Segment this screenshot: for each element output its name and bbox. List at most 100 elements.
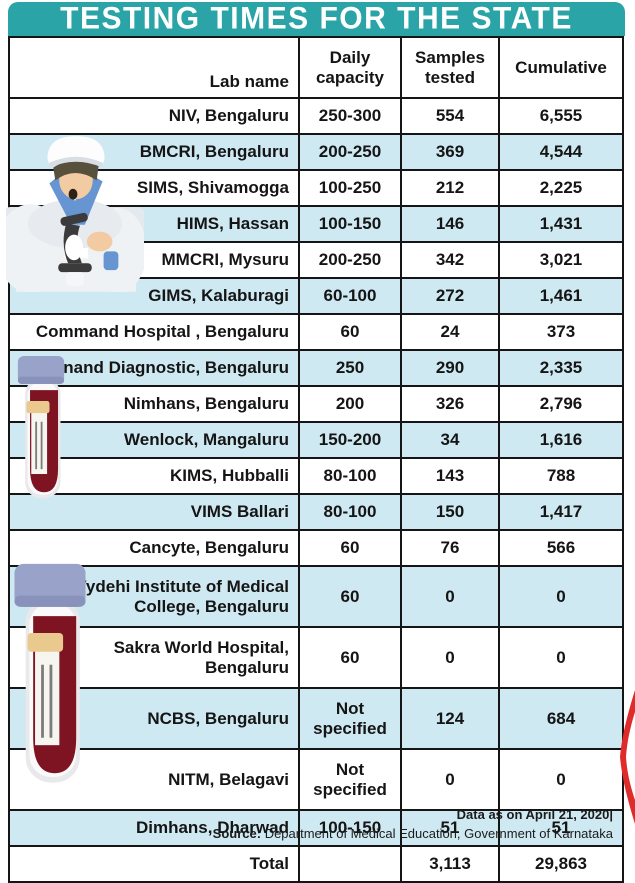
cumulative-cell: 1,417: [498, 493, 624, 531]
cumulative-cell: 1,461: [498, 277, 624, 315]
lab-cell: SIMS, Shivamogga: [8, 169, 300, 207]
tested-cell: 143: [400, 457, 500, 495]
table-row: KIMS, Hubballi 80-100 143 788: [8, 457, 624, 495]
lab-cell: Wenlock, Mangaluru: [8, 421, 300, 459]
cumulative-cell: 566: [498, 529, 624, 567]
capacity-cell: 60: [298, 626, 402, 689]
tested-cell: 369: [400, 133, 500, 171]
capacity-cell: 60-100: [298, 277, 402, 315]
tested-cell: 290: [400, 349, 500, 387]
capacity-cell: Not specified: [298, 748, 402, 811]
column-header-cumulative: Cumulative: [498, 36, 624, 99]
table-row: NIV, Bengaluru 250-300 554 6,555: [8, 97, 624, 135]
capacity-cell: 250: [298, 349, 402, 387]
lab-cell: NITM, Belagavi: [8, 748, 300, 811]
capacity-cell: Not specified: [298, 687, 402, 750]
capacity-cell: [298, 845, 402, 883]
cumulative-cell: 4,544: [498, 133, 624, 171]
table-row: NITM, Belagavi Not specified 0 0: [8, 748, 624, 811]
capacity-cell: 200-250: [298, 241, 402, 279]
lab-cell: MMCRI, Mysuru: [8, 241, 300, 279]
tested-cell: 0: [400, 565, 500, 628]
cumulative-cell: 3,021: [498, 241, 624, 279]
lab-cell: NCBS, Bengaluru: [8, 687, 300, 750]
column-header-daily-capacity: Daily capacity: [298, 36, 402, 99]
tested-cell: 124: [400, 687, 500, 750]
cumulative-cell: 0: [498, 748, 624, 811]
lab-cell: KIMS, Hubballi: [8, 457, 300, 495]
tested-cell: 146: [400, 205, 500, 243]
table-row: MMCRI, Mysuru 200-250 342 3,021: [8, 241, 624, 279]
capacity-cell: 60: [298, 565, 402, 628]
lab-cell: VIMS Ballari: [8, 493, 300, 531]
capacity-cell: 100-150: [298, 205, 402, 243]
source-line: Source: Department of Medical Education,…: [213, 825, 613, 844]
capacity-cell: 60: [298, 529, 402, 567]
capacity-cell: 200-250: [298, 133, 402, 171]
tested-cell: 0: [400, 626, 500, 689]
lab-cell: Total: [8, 845, 300, 883]
data-as-on-text: Data as on April 21, 2020|: [456, 807, 613, 822]
table-row: VIMS Ballari 80-100 150 1,417: [8, 493, 624, 531]
tested-cell: 0: [400, 748, 500, 811]
cumulative-cell: 2,335: [498, 349, 624, 387]
tested-cell: 554: [400, 97, 500, 135]
cumulative-cell: 6,555: [498, 97, 624, 135]
infographic: TESTING TIMES FOR THE STATE Lab name Dai…: [8, 1, 625, 883]
table-row: Cancyte, Bengaluru 60 76 566: [8, 529, 624, 567]
table-row: Anand Diagnostic, Bengaluru 250 290 2,335: [8, 349, 624, 387]
source-label: Source:: [212, 825, 262, 841]
lab-cell: Dimhans, Dharwad: [8, 809, 300, 847]
table-row: HIMS, Hassan 100-150 146 1,431: [8, 205, 624, 243]
cumulative-cell: 0: [498, 565, 624, 628]
table-row: NCBS, Bengaluru Not specified 124 684: [8, 687, 624, 750]
total-row: Total 3,113 29,863: [8, 845, 624, 883]
lab-table-body: NIV, Bengaluru 250-300 554 6,555 BMCRI, Beng…: [8, 97, 624, 883]
table-row: Dimhans, Dharwad 100-150 51 51: [8, 809, 624, 847]
lab-cell: Anand Diagnostic, Bengaluru: [8, 349, 300, 387]
lab-cell: Vydehi Institute of Medical College, Ben…: [8, 565, 300, 628]
footer: Data as on April 21, 2020| Source: Depar…: [213, 806, 613, 844]
capacity-cell: 80-100: [298, 457, 402, 495]
tested-cell: 272: [400, 277, 500, 315]
lab-cell: Nimhans, Bengaluru: [8, 385, 300, 423]
tested-cell: 34: [400, 421, 500, 459]
cumulative-cell: 51: [498, 809, 624, 847]
lab-cell: BMCRI, Bengaluru: [8, 133, 300, 171]
cumulative-cell: 2,796: [498, 385, 624, 423]
table-row: Vydehi Institute of Medical College, Ben…: [8, 565, 624, 628]
lab-cell: GIMS, Kalaburagi: [8, 277, 300, 315]
lab-cell: Sakra World Hospital, Bengaluru: [8, 626, 300, 689]
table-row: Nimhans, Bengaluru 200 326 2,796: [8, 385, 624, 423]
table-row: Sakra World Hospital, Bengaluru 60 0 0: [8, 626, 624, 689]
capacity-cell: 100-250: [298, 169, 402, 207]
lab-cell: NIV, Bengaluru: [8, 97, 300, 135]
table-row: Wenlock, Mangaluru 150-200 34 1,616: [8, 421, 624, 459]
header-row: Lab name Daily capacity Samples tested C…: [8, 36, 624, 99]
lab-cell: Command Hospital , Bengaluru: [8, 313, 300, 351]
lab-cell: Cancyte, Bengaluru: [8, 529, 300, 567]
page-title: TESTING TIMES FOR THE STATE: [60, 1, 573, 36]
cumulative-cell: 373: [498, 313, 624, 351]
capacity-cell: 200: [298, 385, 402, 423]
testing-table: Lab name Daily capacity Samples tested C…: [8, 36, 624, 883]
capacity-cell: 80-100: [298, 493, 402, 531]
source-text: Department of Medical Education, Governm…: [261, 825, 613, 841]
tested-cell: 342: [400, 241, 500, 279]
table-row: GIMS, Kalaburagi 60-100 272 1,461: [8, 277, 624, 315]
capacity-cell: 100-150: [298, 809, 402, 847]
tested-cell: 76: [400, 529, 500, 567]
cumulative-cell: 684: [498, 687, 624, 750]
lab-cell: HIMS, Hassan: [8, 205, 300, 243]
tested-cell: 150: [400, 493, 500, 531]
column-header-lab-name: Lab name: [8, 36, 300, 99]
cumulative-cell: 1,616: [498, 421, 624, 459]
table-row: SIMS, Shivamogga 100-250 212 2,225: [8, 169, 624, 207]
cumulative-cell: 0: [498, 626, 624, 689]
cumulative-cell: 788: [498, 457, 624, 495]
table-row: BMCRI, Bengaluru 200-250 369 4,544: [8, 133, 624, 171]
table-row: Command Hospital , Bengaluru 60 24 373: [8, 313, 624, 351]
capacity-cell: 250-300: [298, 97, 402, 135]
title-bar: TESTING TIMES FOR THE STATE: [8, 1, 625, 36]
cumulative-cell: 1,431: [498, 205, 624, 243]
